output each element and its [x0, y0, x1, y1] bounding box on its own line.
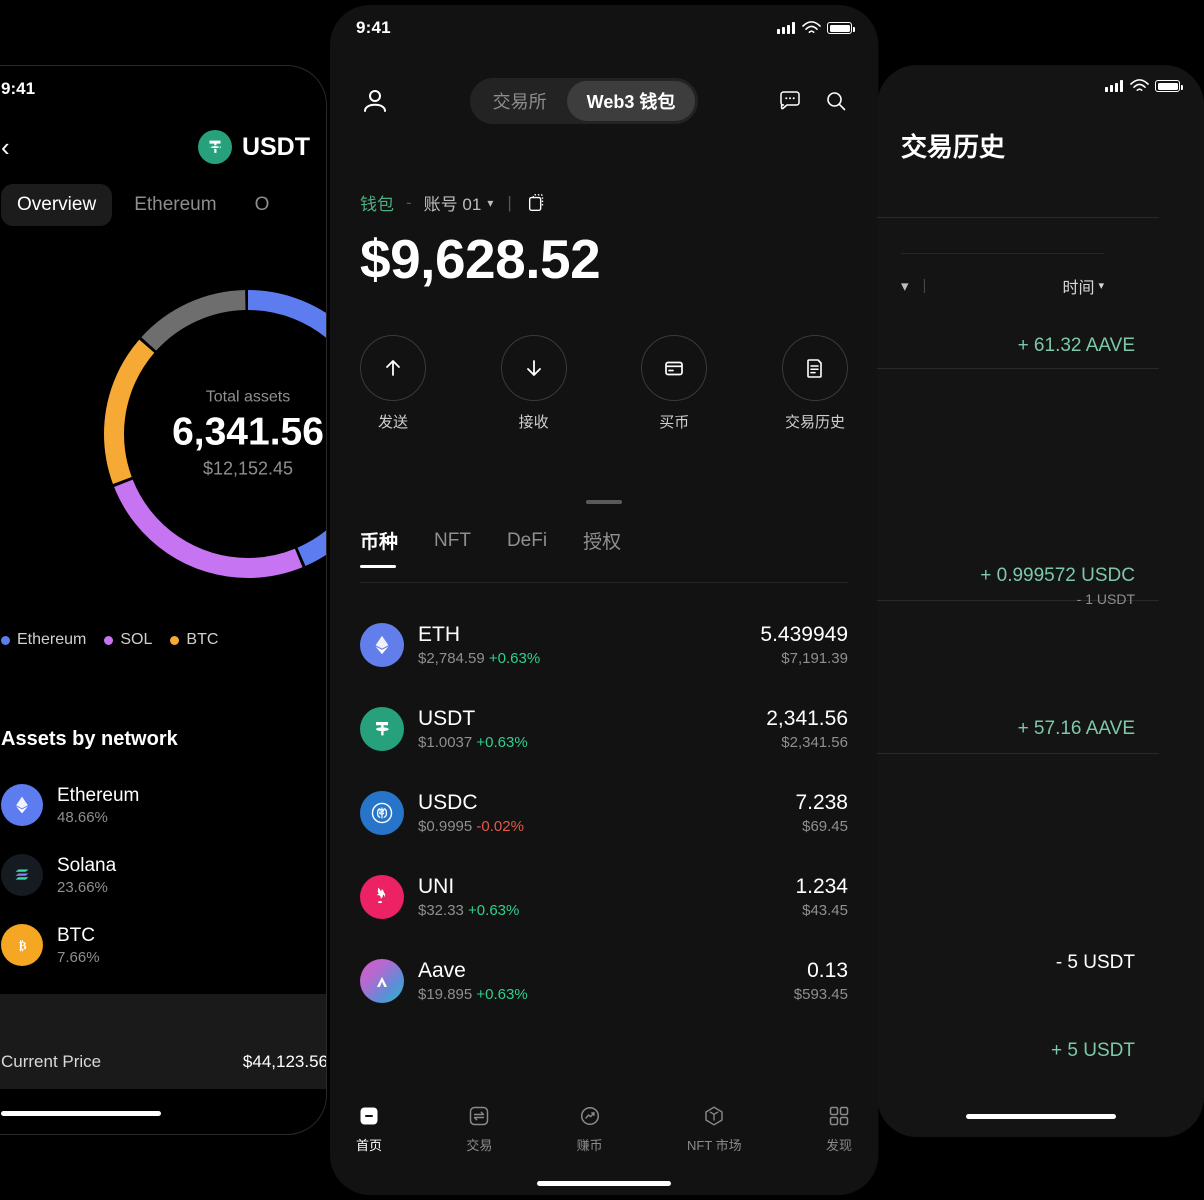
svg-text:₿: ₿: [18, 938, 26, 952]
